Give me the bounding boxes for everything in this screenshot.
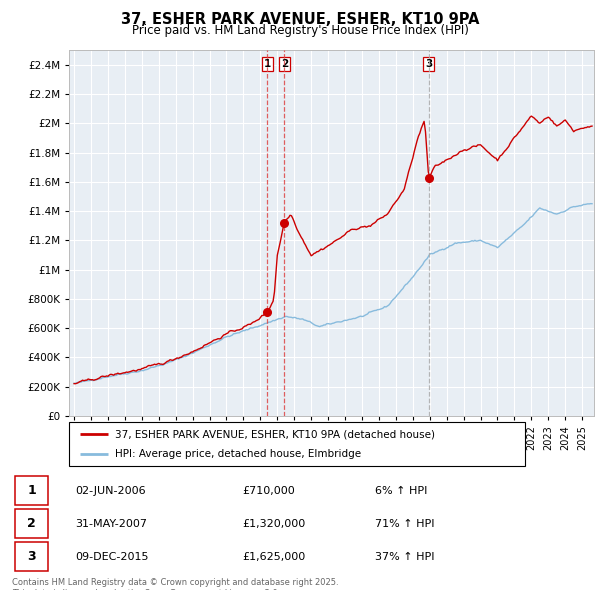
Text: 1: 1 [264, 59, 271, 69]
Text: 02-JUN-2006: 02-JUN-2006 [76, 486, 146, 496]
Text: 37, ESHER PARK AVENUE, ESHER, KT10 9PA (detached house): 37, ESHER PARK AVENUE, ESHER, KT10 9PA (… [115, 430, 434, 439]
Text: 37, ESHER PARK AVENUE, ESHER, KT10 9PA: 37, ESHER PARK AVENUE, ESHER, KT10 9PA [121, 12, 479, 27]
Bar [15, 476, 48, 505]
Text: Price paid vs. HM Land Registry's House Price Index (HPI): Price paid vs. HM Land Registry's House … [131, 24, 469, 37]
Text: 6% ↑ HPI: 6% ↑ HPI [375, 486, 427, 496]
Text: 71% ↑ HPI: 71% ↑ HPI [375, 519, 434, 529]
Text: 3: 3 [425, 59, 433, 69]
Text: 31-MAY-2007: 31-MAY-2007 [76, 519, 148, 529]
Text: 1: 1 [27, 484, 36, 497]
Text: £1,320,000: £1,320,000 [242, 519, 305, 529]
Bar [15, 542, 48, 571]
Text: 2: 2 [27, 517, 36, 530]
Text: £1,625,000: £1,625,000 [242, 552, 305, 562]
Text: £710,000: £710,000 [242, 486, 295, 496]
Text: 2: 2 [281, 59, 288, 69]
Text: Contains HM Land Registry data © Crown copyright and database right 2025.
This d: Contains HM Land Registry data © Crown c… [12, 578, 338, 590]
Text: HPI: Average price, detached house, Elmbridge: HPI: Average price, detached house, Elmb… [115, 449, 361, 459]
Bar [15, 509, 48, 538]
Text: 3: 3 [27, 550, 36, 563]
Text: 09-DEC-2015: 09-DEC-2015 [76, 552, 149, 562]
Text: 37% ↑ HPI: 37% ↑ HPI [375, 552, 434, 562]
